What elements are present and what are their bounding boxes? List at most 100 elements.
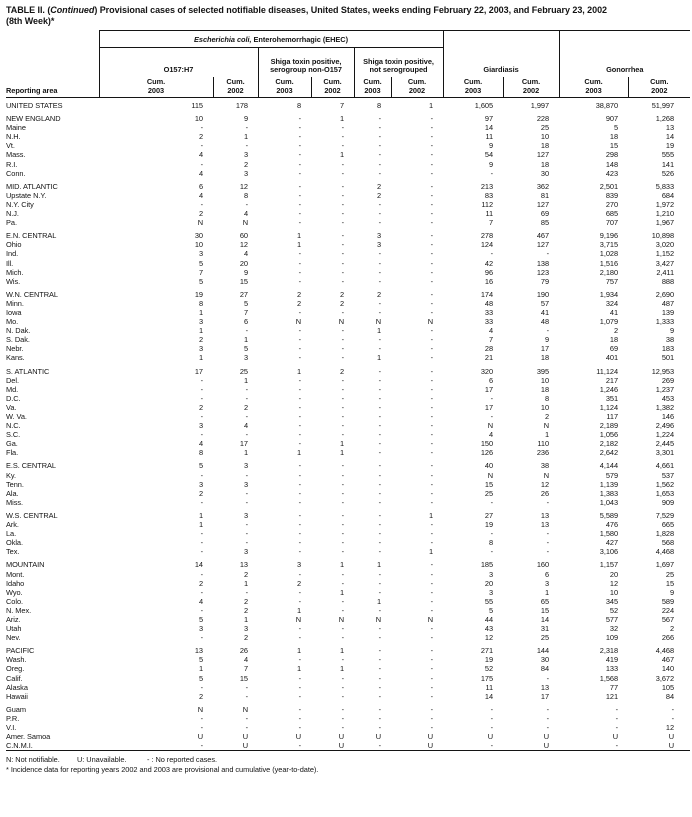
value-cell: -: [378, 488, 381, 498]
value-cell: 5,589: [599, 510, 619, 520]
value-cell: 2: [296, 289, 301, 299]
reporting-area-cell: Ill.: [6, 258, 14, 268]
value-cell: 13: [540, 510, 550, 520]
ehec-rest-label: Enterohemorrhagic (EHEC): [251, 34, 349, 44]
value-cell: 1: [339, 114, 344, 124]
value-cell: 14: [484, 123, 494, 133]
value-cell: -: [430, 560, 434, 570]
value-cell: -: [546, 326, 550, 336]
value-cell: -: [490, 704, 494, 714]
value-cell: 1: [339, 150, 344, 160]
value-cell: -: [378, 673, 381, 683]
value-cell: 57: [540, 298, 550, 308]
value-cell: 15: [239, 673, 248, 683]
non-o157-subgroup-header: Shiga toxin positive, serogroup non-O157: [257, 47, 354, 77]
value-cell: -: [546, 704, 550, 714]
value-cell: 32: [609, 624, 619, 634]
value-cell: -: [298, 190, 301, 200]
value-cell: -: [341, 461, 344, 471]
value-cell: 30: [194, 231, 203, 241]
value-cell: -: [546, 723, 550, 732]
value-cell: 2: [243, 633, 248, 643]
ehec-italic-label: Escherichia coli,: [194, 34, 252, 44]
value-cell: 174: [480, 289, 494, 299]
table-row: V.I. - - - - - - - - - 12: [6, 723, 690, 732]
value-cell: 1: [296, 240, 301, 250]
reporting-area-cell: PACIFIC: [6, 646, 35, 656]
value-cell: -: [200, 633, 203, 643]
value-cell: -: [430, 713, 434, 723]
value-cell: 3: [198, 479, 203, 489]
reporting-area-cell: Pa.: [6, 218, 17, 228]
value-cell: -: [298, 587, 301, 597]
value-cell: 27: [239, 289, 248, 299]
not-serogrouped-line2: not serogrouped: [369, 65, 428, 75]
value-cell: -: [430, 366, 434, 376]
table-row: Okla. - - - - - - 8 - 427 568: [6, 538, 690, 547]
value-cell: 4: [243, 421, 248, 431]
value-cell: -: [430, 276, 434, 286]
value-cell: 324: [605, 298, 619, 308]
value-cell: -: [245, 470, 248, 480]
value-cell: 84: [665, 691, 675, 701]
value-cell: U: [197, 732, 203, 742]
reporting-area-cell: Wash.: [6, 655, 27, 665]
value-cell: 10: [194, 240, 203, 250]
value-cell: 224: [661, 605, 675, 615]
value-cell: 1: [198, 510, 203, 520]
value-cell: -: [430, 307, 434, 317]
cum-year-header: Cum. 2003: [442, 77, 504, 98]
value-cell: 9,196: [599, 231, 619, 241]
value-cell: -: [378, 510, 381, 520]
value-cell: -: [245, 384, 248, 394]
not-serogrouped-line1: Shiga toxin positive,: [363, 56, 434, 66]
value-cell: -: [245, 713, 248, 723]
table-row: N. Dak. 1 - - - 1 - 4 - 2 9: [6, 326, 690, 335]
value-cell: 3: [488, 587, 494, 597]
value-cell: -: [430, 596, 434, 606]
value-cell: -: [298, 633, 301, 643]
value-cell: -: [671, 704, 675, 714]
value-cell: 13: [665, 123, 675, 133]
value-cell: 1: [339, 448, 344, 458]
reporting-area-header: Reporting area: [6, 30, 100, 98]
value-cell: 15: [665, 578, 675, 588]
value-cell: -: [245, 141, 248, 151]
value-cell: -: [341, 218, 344, 228]
value-cell: 2: [339, 366, 344, 376]
value-cell: 907: [605, 114, 619, 124]
reporting-area-cell: E.N. CENTRAL: [6, 231, 57, 241]
cum-header-row: Cum. 2003 Cum. 2002 Cum. 2003 Cum. 2002 Cum. 2003…: [6, 77, 691, 98]
value-cell: 1,246: [599, 384, 619, 394]
value-cell: 10: [540, 132, 550, 142]
value-cell: -: [430, 673, 434, 683]
value-cell: 589: [661, 596, 675, 606]
value-cell: 7: [488, 335, 494, 345]
value-cell: -: [200, 547, 203, 557]
value-cell: -: [200, 412, 203, 421]
value-cell: -: [671, 713, 675, 723]
value-cell: 2,411: [656, 267, 675, 277]
reporting-area-cell: S. ATLANTIC: [6, 366, 50, 376]
table-row: Del. - 1 - - - - 6 10 217 269: [6, 376, 690, 385]
reporting-area-cell: NEW ENGLAND: [6, 114, 61, 124]
table-row: S. Dak. 2 1 - - - - 7 9 18 38: [6, 335, 690, 344]
value-cell: -: [430, 646, 434, 656]
value-cell: 757: [605, 276, 619, 286]
value-cell: 1: [296, 231, 301, 241]
value-cell: 1: [339, 439, 344, 449]
value-cell: 419: [605, 655, 619, 665]
value-cell: 146: [661, 412, 675, 421]
value-cell: -: [341, 353, 344, 363]
value-cell: 1: [376, 596, 381, 606]
table-row: Mont. - 2 - - - - 3 6 20 25: [6, 570, 690, 579]
value-cell: -: [430, 461, 434, 471]
value-cell: -: [298, 704, 301, 714]
value-cell: -: [341, 249, 344, 259]
table-body: UNITED STATES 115 178 8 7 8 1 1,605 1,997 38,870 5…: [6, 98, 691, 752]
value-cell: -: [378, 624, 381, 634]
value-cell: -: [298, 159, 301, 169]
value-cell: 8: [376, 101, 381, 110]
reporting-area-cell: Miss.: [6, 497, 23, 507]
